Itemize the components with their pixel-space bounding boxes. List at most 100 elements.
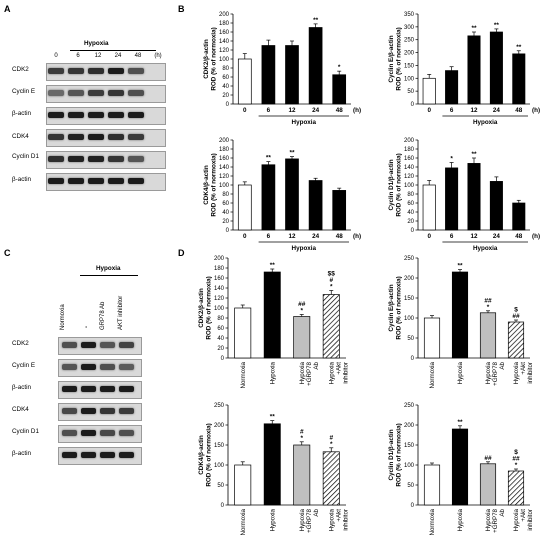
bar: [285, 158, 299, 231]
y-tick-label: 150: [404, 443, 415, 449]
blot-band: [48, 133, 64, 141]
blot-band: [48, 111, 64, 119]
significance-mark: ## *: [298, 301, 306, 315]
y-axis-label-line: CDK2/β-actin: [203, 39, 210, 79]
bar: [422, 184, 436, 231]
significance-line: ##: [512, 456, 520, 463]
y-tick-label: 120: [219, 174, 230, 180]
x-unit-label: (h): [532, 107, 540, 114]
significance-line: **: [313, 17, 319, 24]
x-unit-label: (h): [532, 233, 540, 240]
blot-band: [108, 89, 124, 97]
panel-a-lane-48: 48: [134, 53, 142, 59]
significance-mark: **: [516, 44, 522, 51]
bar: [423, 317, 441, 359]
x-tick-label: 48: [336, 233, 344, 240]
bar: [261, 45, 276, 105]
y-axis-label-line: ROD (% of normoxia): [211, 27, 218, 90]
y-tick-label: 150: [214, 443, 225, 449]
x-tick-label: 48: [515, 233, 523, 240]
y-tick-label: 100: [214, 463, 225, 469]
blot-band: [99, 385, 115, 393]
significance-line: *: [330, 284, 333, 291]
y-axis-label: CDK2/β-actinROD (% of normoxia): [198, 276, 213, 339]
y-tick-label: 100: [219, 183, 230, 189]
significance-line: *: [330, 441, 333, 448]
significance-line: **: [270, 262, 276, 269]
y-tick-label: 200: [219, 138, 230, 144]
blot-band: [118, 342, 134, 348]
panel-c-row-beta-actin-1: β-actin: [12, 384, 32, 391]
x-tick-label-line: Ab: [313, 508, 320, 516]
x-tick-label-line: Hypoxia: [513, 508, 520, 531]
blot-band: [128, 68, 144, 74]
x-tick-label-line: inhibitor: [342, 509, 349, 531]
x-tick-label: Normoxia: [240, 361, 247, 388]
x-tick-label-line: +GRP78: [492, 508, 499, 532]
hypoxia-label: Hypoxia: [473, 245, 498, 252]
y-tick-label: 140: [214, 286, 225, 292]
x-tick-label-line: Hypoxia: [328, 361, 335, 384]
bar: [263, 423, 281, 506]
significance-mark: **: [457, 419, 463, 426]
x-tick-label: Hypoxia+GRP78Ab: [299, 361, 320, 385]
x-tick-label: 48: [336, 107, 344, 114]
bar: [237, 184, 252, 231]
panel-a-unit: (h): [154, 53, 162, 59]
y-tick-label: 180: [219, 147, 230, 153]
panel-c-row-cyclin-d1: Cyclin D1: [12, 428, 39, 435]
y-tick-label: 100: [404, 316, 415, 322]
bar: [423, 464, 441, 506]
y-tick-label: 140: [219, 39, 230, 45]
y-axis-label: CDK4/β-actinROD (% of normoxia): [203, 153, 218, 216]
x-tick-label-line: Hypoxia: [513, 361, 520, 384]
x-tick-label-line: inhibitor: [342, 362, 349, 384]
significance-line: *: [515, 462, 518, 469]
blot-strip: [46, 85, 166, 103]
y-axis-label: CDK4/β-actinROD (% of normoxia): [198, 423, 213, 486]
x-tick-label: Hypoxia: [457, 361, 464, 384]
significance-mark: # *: [329, 434, 333, 448]
x-tick-label-line: Normoxia: [429, 361, 436, 388]
x-tick-label: 24: [312, 107, 320, 114]
x-tick-label: 6: [450, 233, 454, 240]
blot-band: [80, 341, 96, 349]
significance-line: **: [270, 414, 276, 421]
y-tick-label: 160: [404, 156, 415, 162]
y-tick-label: 40: [407, 210, 414, 216]
hypoxia-label: Hypoxia: [292, 245, 317, 252]
significance-mark: **: [270, 262, 276, 269]
significance-line: **: [289, 150, 295, 157]
blot-band: [128, 177, 144, 185]
significance-line: *: [300, 435, 303, 442]
y-axis-label-line: ROD (% of normoxia): [396, 27, 403, 90]
y-tick-label: 0: [221, 503, 225, 509]
significance-line: **: [494, 22, 500, 29]
significance-line: **: [516, 44, 522, 51]
bar: [451, 428, 469, 506]
blot-band: [128, 90, 144, 96]
significance-mark: **: [266, 155, 272, 162]
x-tick-label: Hypoxia+GRP78Ab: [485, 508, 506, 532]
significance-line: **: [457, 419, 463, 426]
y-tick-label: 120: [404, 174, 415, 180]
y-tick-label: 40: [222, 210, 229, 216]
bar: [422, 77, 436, 105]
hypoxia-label: Hypoxia: [292, 119, 317, 126]
bar: [322, 451, 340, 506]
significance-line: **: [471, 151, 477, 158]
x-tick-label: Hypoxia+GRP78Ab: [299, 508, 320, 532]
y-axis-label-line: ROD (% of normoxia): [206, 276, 213, 339]
panel-a-hypoxia-label: Hypoxia: [84, 40, 109, 47]
blot-band: [128, 156, 144, 162]
y-tick-label: 350: [404, 12, 415, 18]
y-tick-label: 200: [219, 12, 230, 18]
y-tick-label: 180: [404, 147, 415, 153]
x-tick-label-line: +GRP78: [306, 508, 313, 532]
x-tick-label: 0: [427, 107, 431, 114]
y-tick-label: 200: [404, 423, 415, 429]
blot-band: [48, 155, 64, 163]
significance-line: *: [338, 64, 341, 71]
y-axis-label: CDK2/β-actinROD (% of normoxia): [203, 27, 218, 90]
